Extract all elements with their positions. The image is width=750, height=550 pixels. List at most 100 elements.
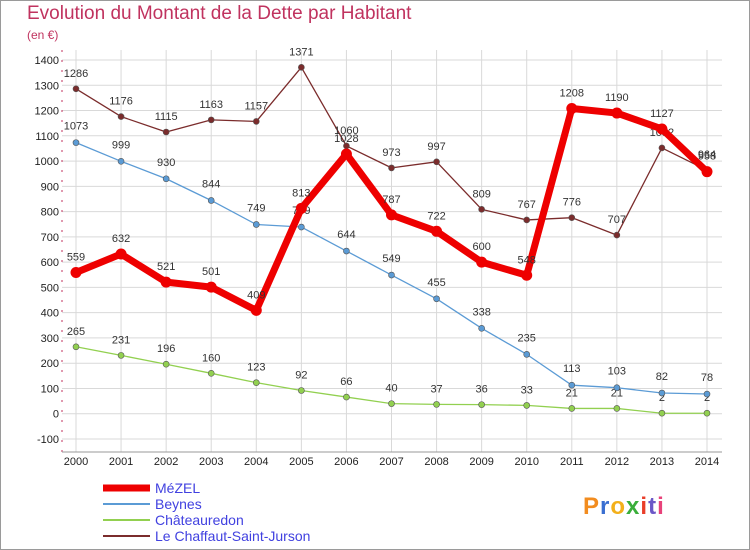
data-label: 235 bbox=[518, 332, 536, 344]
data-label: 1163 bbox=[199, 99, 223, 111]
chart-subtitle: (en €) bbox=[27, 28, 59, 42]
data-point bbox=[523, 402, 531, 409]
legend-label: Le Chaffaut-Saint-Jurson bbox=[155, 528, 310, 544]
x-tick-label: 2010 bbox=[514, 456, 538, 468]
data-point bbox=[568, 405, 576, 412]
data-point bbox=[523, 351, 531, 358]
data-point bbox=[162, 360, 170, 368]
data-label: 2 bbox=[659, 392, 665, 404]
data-label: 338 bbox=[472, 306, 490, 318]
x-tick-label: 2012 bbox=[605, 456, 629, 468]
x-tick-label: 2006 bbox=[334, 456, 358, 468]
data-point bbox=[117, 352, 125, 359]
data-label: 160 bbox=[202, 352, 220, 364]
data-label: 809 bbox=[472, 188, 490, 200]
data-point bbox=[703, 390, 711, 398]
data-label: 501 bbox=[202, 266, 220, 278]
x-tick-label: 2003 bbox=[199, 456, 223, 468]
y-tick-label: 400 bbox=[41, 308, 59, 320]
data-point bbox=[340, 148, 352, 160]
data-point bbox=[386, 209, 397, 221]
data-label: 813 bbox=[292, 187, 310, 199]
data-label: 787 bbox=[382, 194, 400, 206]
data-point bbox=[613, 231, 621, 239]
data-point bbox=[72, 343, 80, 351]
data-label: 455 bbox=[427, 277, 445, 289]
data-point bbox=[566, 103, 578, 115]
data-label: 2 bbox=[704, 392, 710, 404]
data-label: 549 bbox=[382, 253, 400, 265]
data-point bbox=[521, 269, 533, 281]
data-point bbox=[433, 401, 440, 408]
x-tick-label: 2005 bbox=[289, 456, 313, 468]
x-tick-label: 2000 bbox=[64, 456, 88, 468]
data-label: 1127 bbox=[650, 108, 674, 120]
data-point bbox=[431, 225, 443, 237]
y-tick-label: 600 bbox=[41, 257, 59, 269]
data-label: 973 bbox=[382, 147, 400, 159]
y-tick-label: 300 bbox=[41, 333, 59, 345]
data-point bbox=[433, 158, 440, 166]
data-label: 964 bbox=[698, 149, 716, 161]
data-point bbox=[115, 248, 127, 260]
y-tick-label: 800 bbox=[41, 207, 59, 219]
y-tick-label: 1400 bbox=[35, 55, 59, 67]
x-tick-label: 2014 bbox=[695, 456, 719, 468]
data-point bbox=[250, 304, 262, 316]
data-label: 548 bbox=[518, 254, 536, 266]
data-label: 1060 bbox=[334, 125, 358, 137]
data-point bbox=[298, 387, 305, 394]
data-label: 999 bbox=[112, 139, 130, 151]
data-label: 21 bbox=[566, 387, 578, 399]
y-tick-label: 500 bbox=[41, 282, 59, 294]
data-label: 707 bbox=[608, 214, 626, 226]
data-point bbox=[523, 216, 531, 224]
y-tick-label: 1100 bbox=[35, 131, 59, 143]
data-label: 1190 bbox=[605, 92, 629, 104]
y-tick-label: -100 bbox=[37, 434, 59, 446]
data-label: 1073 bbox=[64, 121, 88, 133]
data-label: 1157 bbox=[244, 100, 268, 112]
data-label: 33 bbox=[521, 384, 533, 396]
data-point bbox=[388, 400, 395, 407]
data-label: 844 bbox=[202, 178, 220, 190]
x-tick-label: 2011 bbox=[560, 456, 584, 468]
data-point bbox=[295, 202, 307, 214]
x-tick-label: 2001 bbox=[109, 456, 133, 468]
legend-label: MéZEL bbox=[155, 480, 200, 496]
data-point bbox=[613, 405, 621, 412]
data-point bbox=[72, 139, 80, 146]
data-point bbox=[117, 158, 125, 165]
proxiti-logo: Proxiti bbox=[583, 493, 665, 520]
legend-label: Châteauredon bbox=[155, 512, 244, 528]
y-tick-label: 1300 bbox=[35, 80, 59, 92]
data-point bbox=[252, 379, 260, 386]
data-label: 644 bbox=[337, 229, 355, 241]
data-label: 123 bbox=[247, 362, 265, 374]
y-tick-label: 200 bbox=[41, 358, 59, 370]
data-point bbox=[568, 214, 576, 221]
data-label: 196 bbox=[157, 343, 175, 355]
x-tick-label: 2007 bbox=[379, 456, 403, 468]
data-label: 632 bbox=[112, 233, 130, 245]
y-tick-label: 1000 bbox=[35, 156, 59, 168]
y-tick-label: 900 bbox=[41, 181, 59, 193]
data-point bbox=[343, 393, 350, 401]
data-label: 265 bbox=[67, 326, 85, 338]
data-point bbox=[478, 325, 485, 332]
data-point bbox=[252, 221, 260, 228]
data-point bbox=[656, 123, 668, 135]
data-label: 600 bbox=[472, 241, 490, 253]
data-point bbox=[160, 276, 172, 288]
data-point bbox=[298, 223, 305, 231]
data-point bbox=[613, 384, 621, 392]
data-point bbox=[252, 118, 260, 125]
x-tick-label: 2004 bbox=[244, 456, 268, 468]
data-label: 1208 bbox=[560, 88, 584, 100]
data-point bbox=[298, 64, 305, 71]
y-tick-label: 1200 bbox=[35, 106, 59, 118]
data-point bbox=[568, 381, 576, 389]
data-label: 749 bbox=[247, 202, 265, 214]
data-point bbox=[388, 271, 395, 279]
